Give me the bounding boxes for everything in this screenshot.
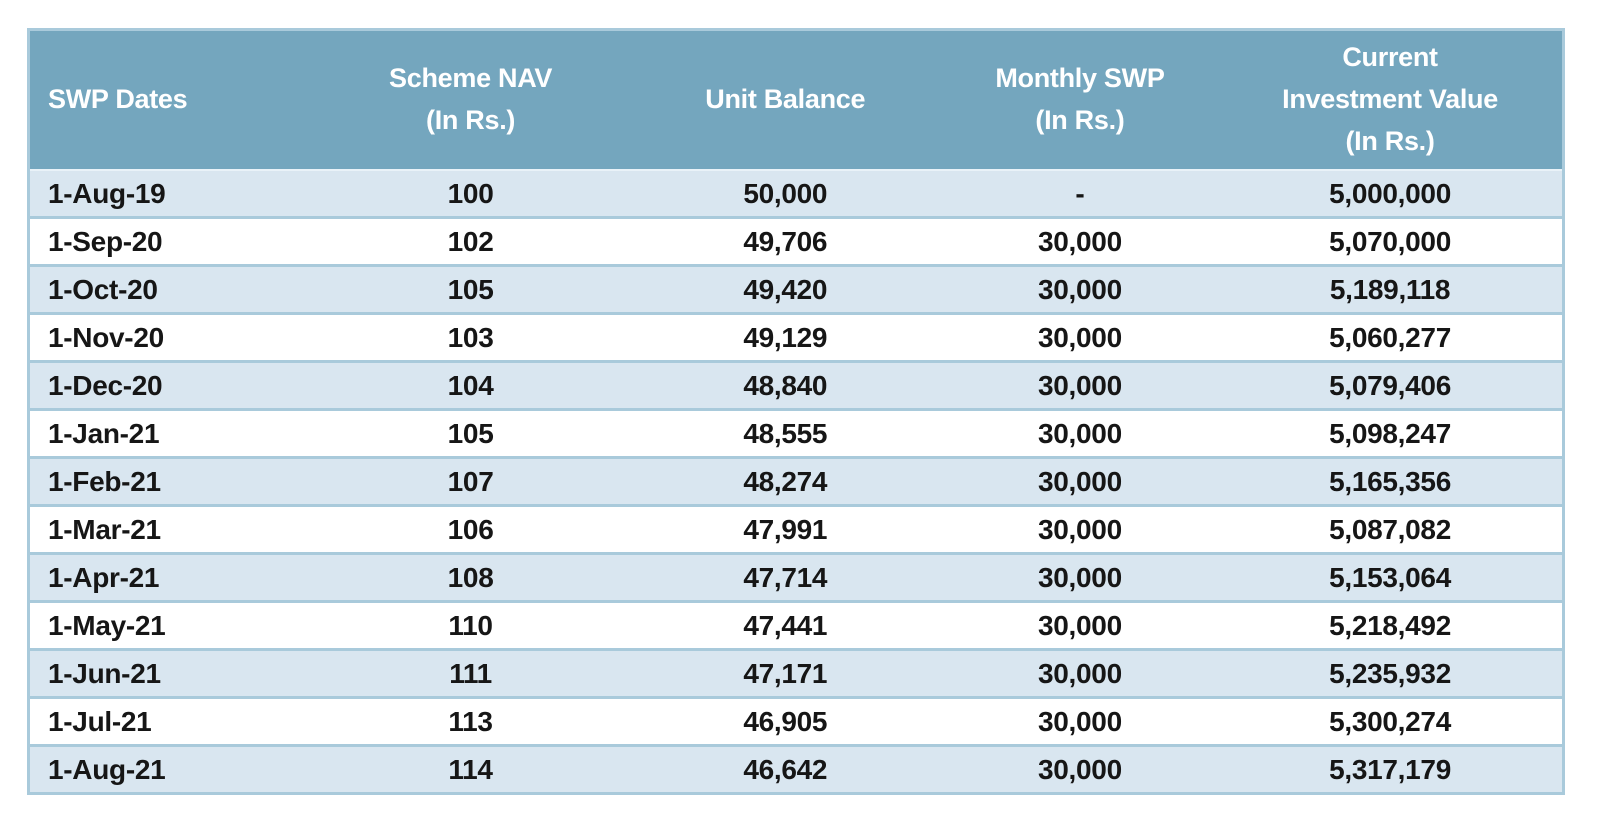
cell-monthly-swp: 30,000	[941, 744, 1219, 794]
cell-monthly-swp: 30,000	[941, 408, 1219, 458]
cell-monthly-swp: 30,000	[941, 648, 1219, 698]
cell-monthly-swp: 30,000	[941, 600, 1219, 650]
table-row: 1-Dec-20 104 48,840 30,000 5,079,406	[28, 360, 1564, 410]
table-row: 1-Aug-21 114 46,642 30,000 5,317,179	[28, 744, 1564, 794]
table-row: 1-Feb-21 107 48,274 30,000 5,165,356	[28, 456, 1564, 506]
table-row: 1-Mar-21 106 47,991 30,000 5,087,082	[28, 504, 1564, 554]
cell-monthly-swp: 30,000	[941, 360, 1219, 410]
cell-unit-balance: 47,441	[628, 600, 942, 650]
column-header-scheme-nav: Scheme NAV (In Rs.)	[312, 29, 629, 171]
cell-swp-date: 1-Oct-20	[28, 264, 313, 314]
cell-investment-value: 5,300,274	[1218, 696, 1564, 746]
cell-investment-value: 5,165,356	[1218, 456, 1564, 506]
cell-swp-date: 1-Mar-21	[28, 504, 313, 554]
column-header-monthly-swp: Monthly SWP (In Rs.)	[941, 29, 1219, 171]
cell-swp-date: 1-Dec-20	[28, 360, 313, 410]
cell-monthly-swp: 30,000	[941, 456, 1219, 506]
cell-scheme-nav: 113	[312, 696, 629, 746]
cell-investment-value: 5,235,932	[1218, 648, 1564, 698]
cell-unit-balance: 49,129	[628, 312, 942, 362]
cell-unit-balance: 50,000	[628, 170, 942, 218]
cell-scheme-nav: 108	[312, 552, 629, 602]
cell-investment-value: 5,098,247	[1218, 408, 1564, 458]
cell-swp-date: 1-Jun-21	[28, 648, 313, 698]
cell-investment-value: 5,060,277	[1218, 312, 1564, 362]
cell-monthly-swp: 30,000	[941, 552, 1219, 602]
cell-unit-balance: 46,905	[628, 696, 942, 746]
cell-unit-balance: 47,171	[628, 648, 942, 698]
cell-monthly-swp: -	[941, 170, 1219, 218]
cell-monthly-swp: 30,000	[941, 216, 1219, 266]
cell-swp-date: 1-Jul-21	[28, 696, 313, 746]
table-row: 1-Sep-20 102 49,706 30,000 5,070,000	[28, 216, 1564, 266]
cell-swp-date: 1-Sep-20	[28, 216, 313, 266]
cell-unit-balance: 46,642	[628, 744, 942, 794]
cell-scheme-nav: 103	[312, 312, 629, 362]
table-row: 1-Aug-19 100 50,000 - 5,000,000	[28, 170, 1564, 218]
table-row: 1-Jun-21 111 47,171 30,000 5,235,932	[28, 648, 1564, 698]
cell-scheme-nav: 107	[312, 456, 629, 506]
cell-scheme-nav: 105	[312, 264, 629, 314]
table-row: 1-May-21 110 47,441 30,000 5,218,492	[28, 600, 1564, 650]
cell-unit-balance: 48,840	[628, 360, 942, 410]
cell-investment-value: 5,070,000	[1218, 216, 1564, 266]
cell-investment-value: 5,000,000	[1218, 170, 1564, 218]
table-row: 1-Apr-21 108 47,714 30,000 5,153,064	[28, 552, 1564, 602]
column-header-swp-dates: SWP Dates	[28, 29, 313, 171]
cell-investment-value: 5,189,118	[1218, 264, 1564, 314]
cell-unit-balance: 49,420	[628, 264, 942, 314]
cell-scheme-nav: 111	[312, 648, 629, 698]
cell-unit-balance: 48,274	[628, 456, 942, 506]
table-row: 1-Oct-20 105 49,420 30,000 5,189,118	[28, 264, 1564, 314]
cell-monthly-swp: 30,000	[941, 696, 1219, 746]
cell-unit-balance: 48,555	[628, 408, 942, 458]
table-row: 1-Nov-20 103 49,129 30,000 5,060,277	[28, 312, 1564, 362]
cell-scheme-nav: 110	[312, 600, 629, 650]
cell-investment-value: 5,087,082	[1218, 504, 1564, 554]
cell-investment-value: 5,317,179	[1218, 744, 1564, 794]
column-header-investment-value: Current Investment Value (In Rs.)	[1218, 29, 1564, 171]
cell-investment-value: 5,153,064	[1218, 552, 1564, 602]
cell-monthly-swp: 30,000	[941, 504, 1219, 554]
cell-swp-date: 1-May-21	[28, 600, 313, 650]
cell-monthly-swp: 30,000	[941, 312, 1219, 362]
column-header-unit-balance: Unit Balance	[628, 29, 942, 171]
cell-monthly-swp: 30,000	[941, 264, 1219, 314]
cell-investment-value: 5,218,492	[1218, 600, 1564, 650]
cell-investment-value: 5,079,406	[1218, 360, 1564, 410]
cell-scheme-nav: 114	[312, 744, 629, 794]
cell-unit-balance: 47,714	[628, 552, 942, 602]
header-row: SWP Dates Scheme NAV (In Rs.) Unit Balan…	[28, 29, 1564, 171]
table-row: 1-Jul-21 113 46,905 30,000 5,300,274	[28, 696, 1564, 746]
table-row: 1-Jan-21 105 48,555 30,000 5,098,247	[28, 408, 1564, 458]
swp-table: SWP Dates Scheme NAV (In Rs.) Unit Balan…	[27, 28, 1565, 795]
cell-swp-date: 1-Jan-21	[28, 408, 313, 458]
cell-scheme-nav: 100	[312, 170, 629, 218]
cell-swp-date: 1-Feb-21	[28, 456, 313, 506]
cell-scheme-nav: 105	[312, 408, 629, 458]
cell-swp-date: 1-Aug-19	[28, 170, 313, 218]
cell-scheme-nav: 104	[312, 360, 629, 410]
cell-unit-balance: 47,991	[628, 504, 942, 554]
cell-unit-balance: 49,706	[628, 216, 942, 266]
cell-swp-date: 1-Apr-21	[28, 552, 313, 602]
cell-scheme-nav: 102	[312, 216, 629, 266]
cell-swp-date: 1-Aug-21	[28, 744, 313, 794]
cell-swp-date: 1-Nov-20	[28, 312, 313, 362]
cell-scheme-nav: 106	[312, 504, 629, 554]
